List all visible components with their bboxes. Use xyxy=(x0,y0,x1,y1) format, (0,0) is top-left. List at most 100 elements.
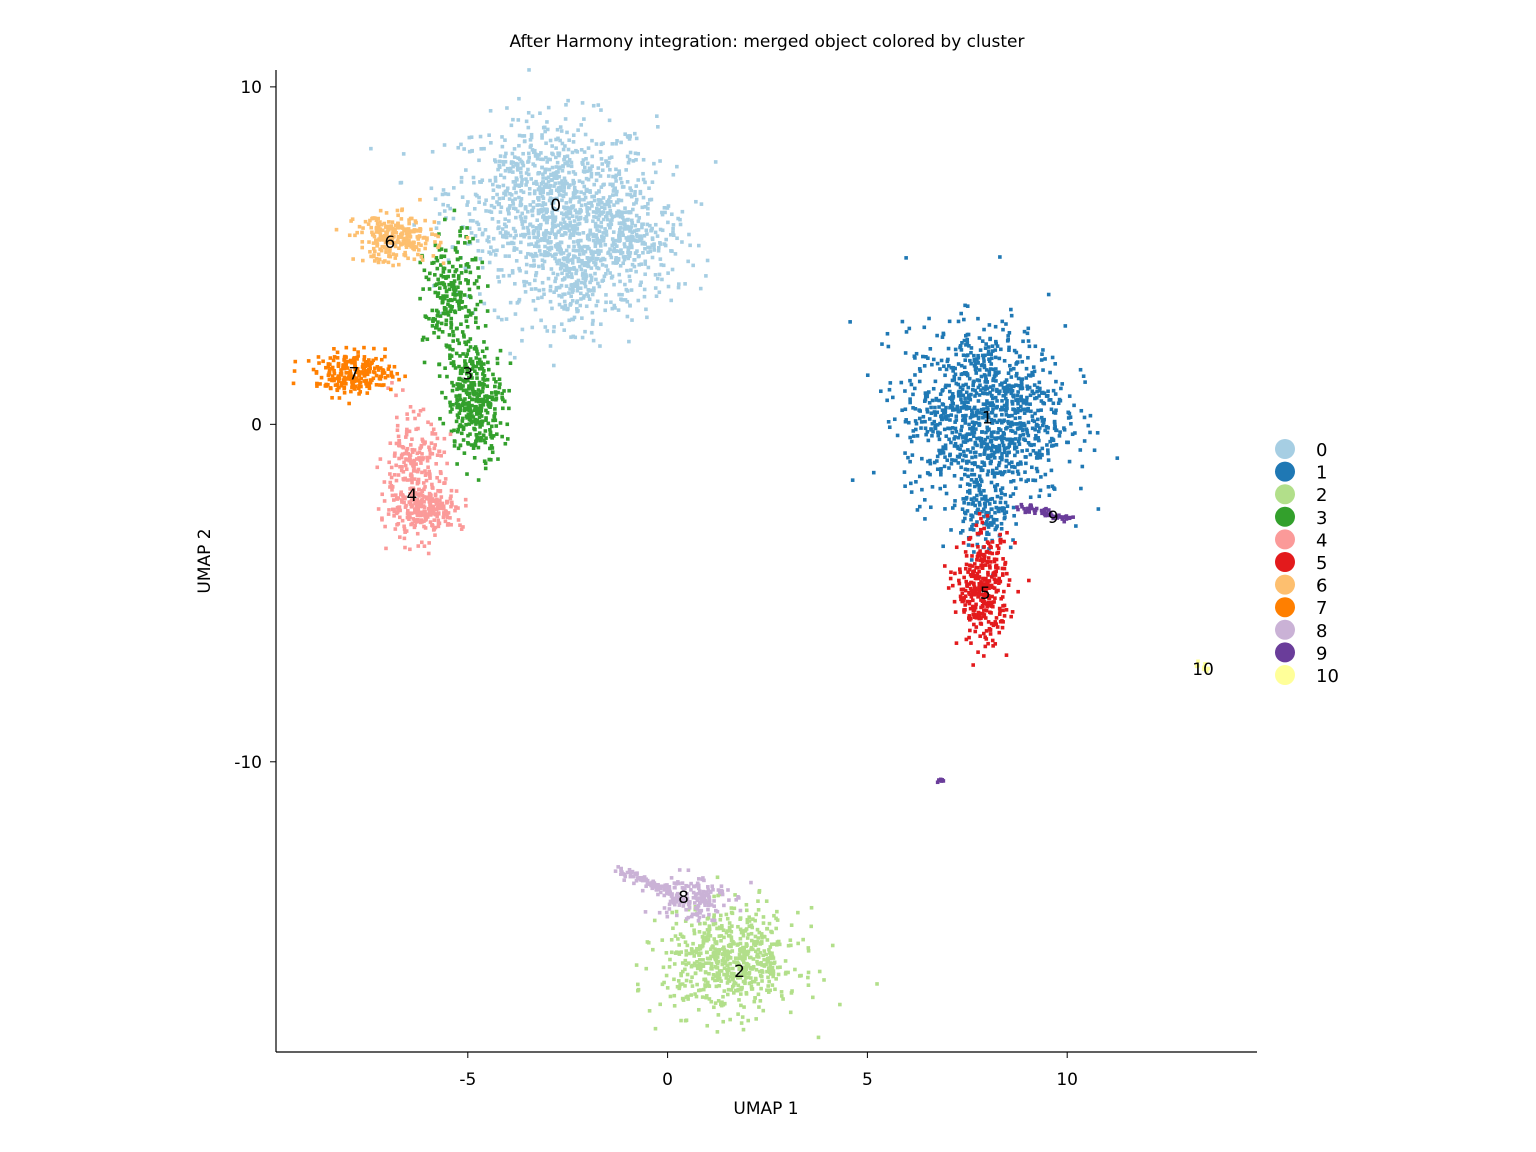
cluster-2-point xyxy=(653,1026,658,1031)
cluster-1-point xyxy=(947,437,951,442)
cluster-1-point xyxy=(990,401,995,405)
cluster-0-point xyxy=(527,68,531,72)
cluster-0-point xyxy=(562,189,566,194)
cluster-2-point xyxy=(744,902,749,907)
cluster-1-point xyxy=(1057,434,1062,438)
cluster-1-point xyxy=(1054,408,1058,413)
cluster-0-point xyxy=(609,222,614,227)
cluster-1-point xyxy=(1013,411,1018,415)
cluster-4-point xyxy=(386,512,391,516)
cluster-1-point xyxy=(937,437,942,442)
cluster-2-point xyxy=(716,926,720,931)
cluster-3-point xyxy=(477,407,482,411)
cluster-0-point xyxy=(680,209,685,214)
cluster-2-point xyxy=(751,957,756,961)
cluster-0-point xyxy=(596,281,600,286)
cluster-1-point xyxy=(946,426,950,431)
cluster-4-point xyxy=(436,511,441,516)
cluster-0-point xyxy=(509,193,514,197)
cluster-2-point xyxy=(806,946,811,950)
cluster-2-point xyxy=(732,960,736,964)
cluster-0-point xyxy=(548,284,553,289)
cluster-1-point xyxy=(923,517,927,521)
cluster-3-point xyxy=(442,282,446,287)
cluster-2-point xyxy=(753,918,757,923)
cluster-2-point xyxy=(686,997,690,1001)
cluster-0-point xyxy=(550,227,554,232)
cluster-2-point xyxy=(694,994,699,999)
cluster-1-point xyxy=(966,400,970,405)
cluster-3-point xyxy=(421,335,426,340)
cluster-0-point xyxy=(517,184,522,188)
cluster-3-point xyxy=(437,362,441,367)
cluster-0-point xyxy=(577,200,581,204)
cluster-3-point xyxy=(475,376,479,380)
cluster-1-point xyxy=(1051,388,1056,393)
cluster-2-point xyxy=(660,938,665,942)
cluster-0-point xyxy=(618,176,623,181)
cluster-0-point xyxy=(626,256,631,261)
cluster-2-point xyxy=(742,965,747,970)
cluster-3-point xyxy=(469,443,474,447)
cluster-0-point xyxy=(694,199,698,204)
cluster-0-point xyxy=(559,129,564,133)
cluster-2-point xyxy=(697,930,702,934)
cluster-0-point xyxy=(583,261,587,265)
cluster-2-point xyxy=(755,959,759,964)
cluster-1-point xyxy=(980,430,984,434)
cluster-5-point xyxy=(982,614,986,619)
cluster-2-point xyxy=(731,983,736,987)
cluster-1-point xyxy=(964,436,968,441)
cluster-0-point xyxy=(560,295,564,299)
cluster-0-point xyxy=(578,197,582,202)
cluster-1-point xyxy=(911,434,916,438)
cluster-5-point xyxy=(967,635,971,640)
cluster-0-point xyxy=(492,308,497,313)
cluster-0-point xyxy=(579,190,583,194)
cluster-0-point xyxy=(513,180,518,184)
cluster-0-point xyxy=(574,271,578,276)
cluster-0-point xyxy=(462,147,466,151)
cluster-0-point xyxy=(466,242,470,246)
cluster-5-point xyxy=(1001,572,1005,576)
cluster-5-point xyxy=(981,596,986,600)
cluster-0-point xyxy=(628,303,632,308)
cluster-1-point xyxy=(903,419,908,424)
cluster-1-point xyxy=(1018,421,1023,425)
cluster-0-point xyxy=(526,251,530,256)
cluster-6-point xyxy=(389,224,394,228)
cluster-1-point xyxy=(948,418,952,422)
cluster-0-point xyxy=(499,205,504,210)
cluster-4-point xyxy=(383,524,387,529)
cluster-1-point xyxy=(969,346,974,350)
cluster-0-point xyxy=(515,165,520,170)
cluster-2-point xyxy=(758,962,763,966)
cluster-3-point xyxy=(462,451,467,455)
cluster-0-point xyxy=(446,192,451,197)
cluster-0-point xyxy=(641,157,646,162)
cluster-2-point xyxy=(675,950,679,954)
cluster-0-point xyxy=(591,234,596,239)
cluster-0-point xyxy=(571,233,576,238)
cluster-2-point xyxy=(729,944,733,949)
cluster-5-point xyxy=(967,601,972,606)
cluster-1-point xyxy=(1017,426,1022,431)
cluster-2-point xyxy=(743,979,747,984)
cluster-0-point xyxy=(536,230,540,234)
cluster-2-point xyxy=(730,949,735,953)
cluster-0-point xyxy=(583,202,588,207)
cluster-1-point xyxy=(906,455,910,460)
cluster-3-point xyxy=(452,289,457,294)
cluster-0-point xyxy=(595,228,599,232)
cluster-2-point xyxy=(713,921,718,926)
cluster-1-point xyxy=(980,363,985,367)
cluster-2-point xyxy=(698,988,703,992)
cluster-0-point xyxy=(552,252,557,257)
cluster-2-point xyxy=(806,949,811,953)
cluster-1-point xyxy=(998,255,1002,259)
cluster-3-point xyxy=(485,398,489,403)
cluster-0-point xyxy=(513,207,518,211)
cluster-0-point xyxy=(592,260,596,265)
cluster-1-point xyxy=(969,361,973,366)
cluster-0-point xyxy=(527,242,531,247)
